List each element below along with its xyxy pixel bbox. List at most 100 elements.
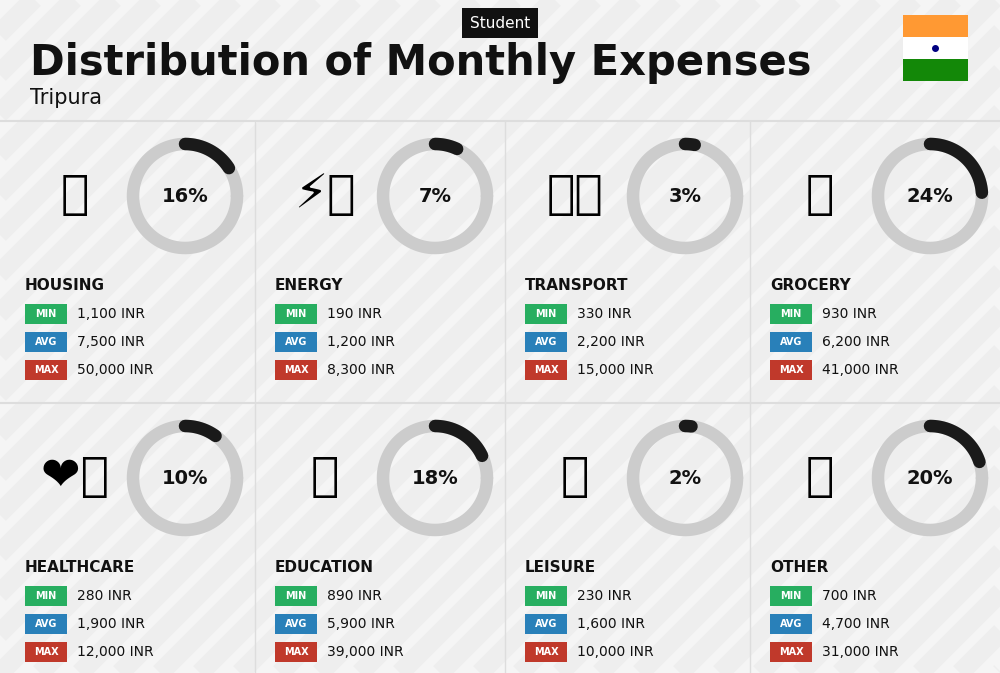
Bar	[25, 304, 67, 324]
Text: EDUCATION: EDUCATION	[275, 561, 374, 575]
Text: HEALTHCARE: HEALTHCARE	[25, 561, 135, 575]
Text: MIN: MIN	[535, 591, 557, 601]
Text: 10%: 10%	[162, 468, 208, 487]
Text: 280 INR: 280 INR	[77, 589, 132, 603]
Text: MIN: MIN	[535, 309, 557, 319]
Bar	[902, 15, 968, 37]
Bar	[275, 586, 317, 606]
Text: MIN: MIN	[285, 591, 307, 601]
Text: MIN: MIN	[780, 309, 802, 319]
Text: MIN: MIN	[285, 309, 307, 319]
Text: 8,300 INR: 8,300 INR	[327, 363, 395, 377]
Text: 🎓: 🎓	[311, 456, 339, 501]
Text: 15,000 INR: 15,000 INR	[577, 363, 654, 377]
Text: OTHER: OTHER	[770, 561, 828, 575]
Text: AVG: AVG	[35, 337, 57, 347]
Text: MAX: MAX	[34, 647, 58, 657]
Bar	[275, 642, 317, 662]
Text: LEISURE: LEISURE	[525, 561, 596, 575]
Bar	[902, 37, 968, 59]
Bar	[275, 332, 317, 352]
Text: 230 INR: 230 INR	[577, 589, 632, 603]
Text: GROCERY: GROCERY	[770, 279, 851, 293]
Text: 🏢: 🏢	[61, 174, 89, 219]
Text: 930 INR: 930 INR	[822, 307, 877, 321]
Text: 👜: 👜	[806, 456, 834, 501]
Text: 6,200 INR: 6,200 INR	[822, 335, 890, 349]
Text: 1,600 INR: 1,600 INR	[577, 617, 645, 631]
Bar	[275, 614, 317, 634]
Bar	[275, 360, 317, 380]
Bar	[770, 586, 812, 606]
Text: MAX: MAX	[34, 365, 58, 375]
Bar	[525, 360, 567, 380]
Text: 2%: 2%	[668, 468, 702, 487]
Bar	[525, 586, 567, 606]
Text: 1,200 INR: 1,200 INR	[327, 335, 395, 349]
Text: MAX: MAX	[779, 647, 803, 657]
Bar	[525, 614, 567, 634]
Text: 🚍🚗: 🚍🚗	[547, 174, 603, 219]
Bar	[902, 59, 968, 81]
Text: 890 INR: 890 INR	[327, 589, 382, 603]
Text: AVG: AVG	[35, 619, 57, 629]
Text: 1,100 INR: 1,100 INR	[77, 307, 145, 321]
Text: 700 INR: 700 INR	[822, 589, 877, 603]
Text: 1,900 INR: 1,900 INR	[77, 617, 145, 631]
Bar	[770, 642, 812, 662]
Text: AVG: AVG	[285, 619, 307, 629]
Text: 🛒: 🛒	[806, 174, 834, 219]
Bar	[770, 304, 812, 324]
Text: MAX: MAX	[284, 647, 308, 657]
Text: AVG: AVG	[780, 337, 802, 347]
Text: 31,000 INR: 31,000 INR	[822, 645, 899, 659]
Bar	[25, 614, 67, 634]
Text: ❤️‍🩹: ❤️‍🩹	[41, 456, 109, 501]
Bar	[525, 304, 567, 324]
Text: MAX: MAX	[284, 365, 308, 375]
Text: 10,000 INR: 10,000 INR	[577, 645, 654, 659]
Text: 🛍️: 🛍️	[561, 456, 589, 501]
Text: MIN: MIN	[35, 309, 57, 319]
Text: HOUSING: HOUSING	[25, 279, 105, 293]
Text: 5,900 INR: 5,900 INR	[327, 617, 395, 631]
Bar	[25, 332, 67, 352]
Text: 18%: 18%	[412, 468, 458, 487]
Text: 20%: 20%	[907, 468, 953, 487]
Text: Student: Student	[470, 15, 530, 30]
Bar	[25, 586, 67, 606]
Text: 12,000 INR: 12,000 INR	[77, 645, 154, 659]
Bar	[770, 614, 812, 634]
Bar	[525, 332, 567, 352]
Text: MAX: MAX	[534, 365, 558, 375]
Text: MAX: MAX	[534, 647, 558, 657]
Bar	[275, 304, 317, 324]
Text: 24%: 24%	[907, 186, 953, 205]
Text: AVG: AVG	[285, 337, 307, 347]
Text: Distribution of Monthly Expenses: Distribution of Monthly Expenses	[30, 42, 812, 84]
Text: 16%: 16%	[162, 186, 208, 205]
Text: ENERGY: ENERGY	[275, 279, 344, 293]
Text: ⚡🏠: ⚡🏠	[294, 174, 356, 219]
Bar	[525, 642, 567, 662]
Text: Tripura: Tripura	[30, 88, 102, 108]
Text: 330 INR: 330 INR	[577, 307, 632, 321]
Text: AVG: AVG	[535, 619, 557, 629]
Text: 190 INR: 190 INR	[327, 307, 382, 321]
Text: 41,000 INR: 41,000 INR	[822, 363, 899, 377]
Text: TRANSPORT: TRANSPORT	[525, 279, 629, 293]
Bar	[25, 360, 67, 380]
Text: 7%: 7%	[418, 186, 452, 205]
Bar	[770, 360, 812, 380]
Text: AVG: AVG	[780, 619, 802, 629]
Text: 3%: 3%	[668, 186, 702, 205]
Text: 7,500 INR: 7,500 INR	[77, 335, 145, 349]
Text: MIN: MIN	[780, 591, 802, 601]
Bar	[25, 642, 67, 662]
Text: 2,200 INR: 2,200 INR	[577, 335, 645, 349]
Text: 50,000 INR: 50,000 INR	[77, 363, 154, 377]
Text: MIN: MIN	[35, 591, 57, 601]
Text: MAX: MAX	[779, 365, 803, 375]
Text: AVG: AVG	[535, 337, 557, 347]
Bar	[770, 332, 812, 352]
